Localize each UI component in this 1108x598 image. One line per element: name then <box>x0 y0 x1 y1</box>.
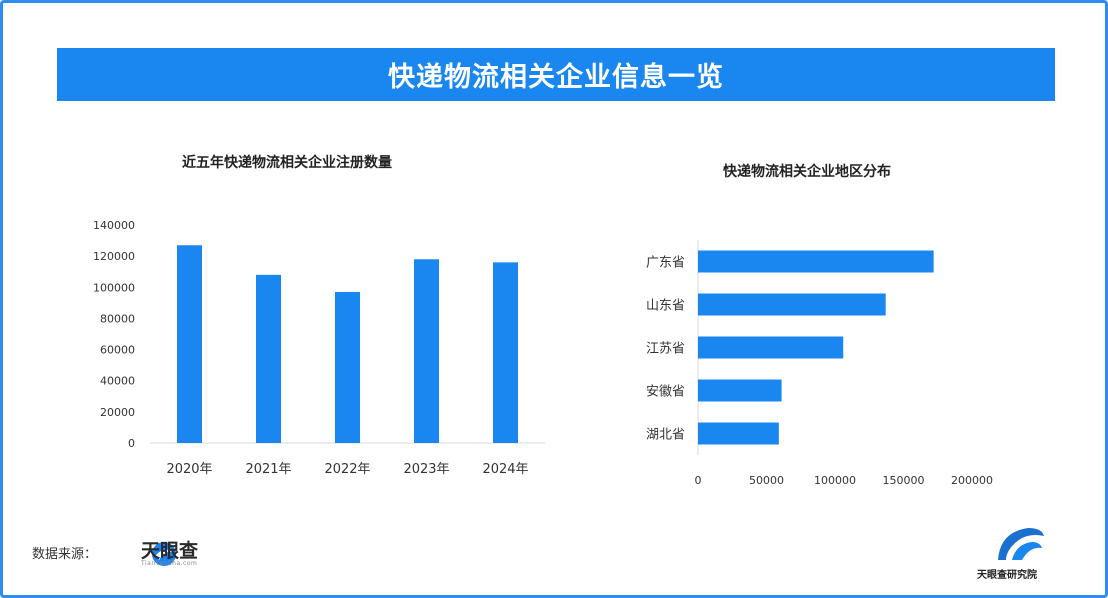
y-tick-label: 80000 <box>100 312 135 325</box>
research-logo-text: 天眼查研究院 <box>977 570 1037 581</box>
x-tick-label: 2022年 <box>324 462 370 477</box>
x-tick-label: 2021年 <box>245 462 291 477</box>
bar <box>698 422 779 445</box>
tianyancha-logo-icon <box>152 542 176 566</box>
bar <box>335 291 360 443</box>
y-tick-label: 100000 <box>93 281 135 294</box>
vertical-bar-chart: 0 20000 40000 60000 80000 100000 120000 140000 2… <box>93 219 545 477</box>
x-tick-label: 2023年 <box>403 462 449 477</box>
source-logo-subtext: TianYanCha.com <box>141 560 198 567</box>
chart-title-registrations: 近五年快递物流相关企业注册数量 <box>182 155 392 171</box>
source-label: 数据来源： <box>32 547 98 562</box>
bar <box>414 259 439 443</box>
y-tick-label: 20000 <box>100 406 135 419</box>
y-tick-label: 湖北省 <box>646 428 685 443</box>
x-tick-label: 2024年 <box>482 462 528 477</box>
y-tick-label: 140000 <box>93 219 135 232</box>
y-tick-label: 60000 <box>100 344 135 357</box>
x-tick-label: 200000 <box>951 474 993 487</box>
x-tick-label: 0 <box>695 474 702 487</box>
y-tick-label: 0 <box>128 437 135 450</box>
x-tick-label: 150000 <box>883 474 925 487</box>
y-tick-label: 40000 <box>100 375 135 388</box>
bar <box>177 245 202 443</box>
page-title: 快递物流相关企业信息一览 <box>57 48 1055 101</box>
bar <box>698 379 782 402</box>
bar <box>698 250 934 273</box>
research-institute-logo-icon <box>998 528 1044 560</box>
bar <box>698 293 886 316</box>
x-tick-label: 50000 <box>749 474 784 487</box>
x-tick-label: 100000 <box>814 474 856 487</box>
bar <box>256 274 281 443</box>
source-logo-text: 天眼查 <box>141 540 199 562</box>
x-tick-label: 2020年 <box>166 462 212 477</box>
y-tick-label: 江苏省 <box>646 341 685 357</box>
y-tick-label: 120000 <box>93 250 135 263</box>
y-tick-label: 安徽省 <box>646 385 685 400</box>
bar <box>698 336 844 359</box>
y-tick-label: 广东省 <box>646 256 685 271</box>
y-tick-label: 山东省 <box>646 299 685 314</box>
bar <box>493 262 518 443</box>
chart-title-regions: 快递物流相关企业地区分布 <box>723 164 891 180</box>
